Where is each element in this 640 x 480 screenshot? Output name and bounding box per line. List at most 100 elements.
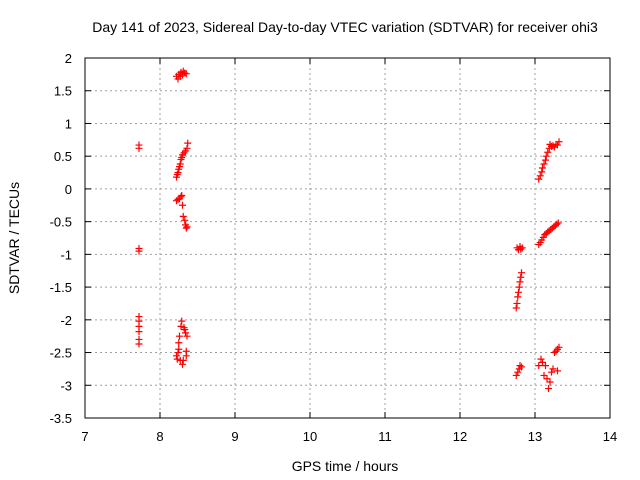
data-point — [512, 304, 520, 312]
data-point — [514, 368, 522, 376]
data-point — [176, 332, 183, 340]
data-point — [554, 141, 561, 149]
data-point — [179, 356, 187, 364]
data-point — [518, 244, 526, 252]
data-point — [543, 375, 551, 383]
x-tick-label: 9 — [231, 429, 238, 444]
data-point — [181, 216, 189, 224]
data-point — [539, 164, 546, 172]
data-point — [555, 138, 563, 146]
data-point — [548, 142, 555, 150]
y-tick-label: 2 — [65, 51, 72, 66]
data-point — [514, 293, 522, 301]
grid-layer — [85, 58, 610, 418]
data-point — [544, 148, 552, 156]
data-point — [542, 152, 550, 160]
x-axis-label: GPS time / hours — [292, 458, 399, 474]
data-point — [551, 349, 558, 357]
data-point — [135, 144, 143, 152]
data-point — [178, 191, 186, 199]
data-point — [549, 142, 557, 150]
x-tick-label: 11 — [378, 429, 392, 444]
data-point — [183, 223, 191, 231]
data-point — [518, 269, 525, 277]
x-tick-label: 7 — [81, 429, 88, 444]
data-point — [516, 362, 524, 370]
data-point — [135, 328, 143, 336]
y-tick-label: 1.5 — [54, 84, 72, 99]
ticks-layer: 7 8 9 10 11 12 13 14-3.5-3-2.5-2-1.5-1-0.500.51… — [50, 51, 618, 444]
data-point — [182, 329, 189, 337]
data-point — [549, 365, 557, 373]
data-point — [174, 169, 182, 177]
data-point — [548, 368, 555, 376]
x-tick-label: 13 — [528, 429, 542, 444]
data-point — [542, 362, 549, 370]
data-point — [539, 358, 546, 366]
data-point — [183, 144, 191, 152]
y-tick-label: 1 — [65, 116, 72, 131]
data-point — [182, 224, 190, 232]
data-point — [179, 212, 187, 220]
y-tick-label: 0.5 — [54, 149, 72, 164]
data-point — [546, 378, 554, 386]
data-point — [135, 247, 143, 255]
y-tick-label: -2 — [60, 313, 72, 328]
y-tick-label: -1 — [60, 247, 72, 262]
data-point — [517, 273, 525, 281]
x-tick-label: 8 — [156, 429, 163, 444]
data-point — [515, 288, 522, 296]
data-point — [513, 299, 521, 307]
data-point — [177, 322, 185, 330]
data-marks — [135, 67, 563, 393]
data-point — [512, 371, 520, 379]
data-point — [173, 355, 181, 363]
y-tick-label: -3.5 — [50, 411, 72, 426]
data-point — [536, 172, 544, 180]
plot-frame — [84, 57, 611, 419]
data-point — [174, 349, 182, 357]
data-point — [516, 278, 524, 286]
data-point — [535, 175, 543, 183]
x-tick-label: 12 — [453, 429, 467, 444]
data-point — [184, 139, 192, 147]
data-point — [518, 363, 525, 371]
data-point — [538, 168, 546, 176]
data-point — [183, 332, 191, 340]
data-point — [553, 220, 561, 228]
data-point — [554, 367, 561, 375]
y-tick-label: -2.5 — [50, 346, 72, 361]
data-point — [178, 317, 186, 325]
data-point — [515, 283, 523, 291]
data-point — [173, 352, 180, 360]
y-tick-label: 0 — [65, 182, 72, 197]
data-point — [176, 160, 184, 168]
data-point — [135, 340, 143, 348]
data-point — [554, 219, 562, 227]
data-point — [535, 362, 543, 370]
data-point — [540, 160, 548, 168]
data-point — [545, 385, 552, 393]
x-tick-label: 10 — [303, 429, 317, 444]
data-point — [179, 201, 186, 209]
y-axis-label: SDTVAR / TECUs — [6, 182, 22, 294]
data-point — [517, 245, 525, 253]
data-point — [182, 347, 190, 355]
chart-title: Day 141 of 2023, Sidereal Day-to-day VTE… — [92, 19, 598, 35]
data-point — [542, 156, 549, 164]
data-point — [175, 339, 183, 347]
data-point — [537, 355, 545, 363]
data-point — [555, 343, 563, 351]
data-point — [177, 193, 185, 201]
y-tick-label: -1.5 — [50, 280, 72, 295]
y-tick-label: -3 — [60, 378, 72, 393]
y-tick-label: -0.5 — [50, 215, 72, 230]
data-point — [540, 371, 548, 379]
data-point — [175, 345, 183, 353]
data-point — [181, 69, 189, 77]
data-point — [179, 360, 186, 368]
data-point — [182, 70, 190, 78]
x-tick-label: 14 — [603, 429, 617, 444]
data-point — [181, 326, 189, 334]
